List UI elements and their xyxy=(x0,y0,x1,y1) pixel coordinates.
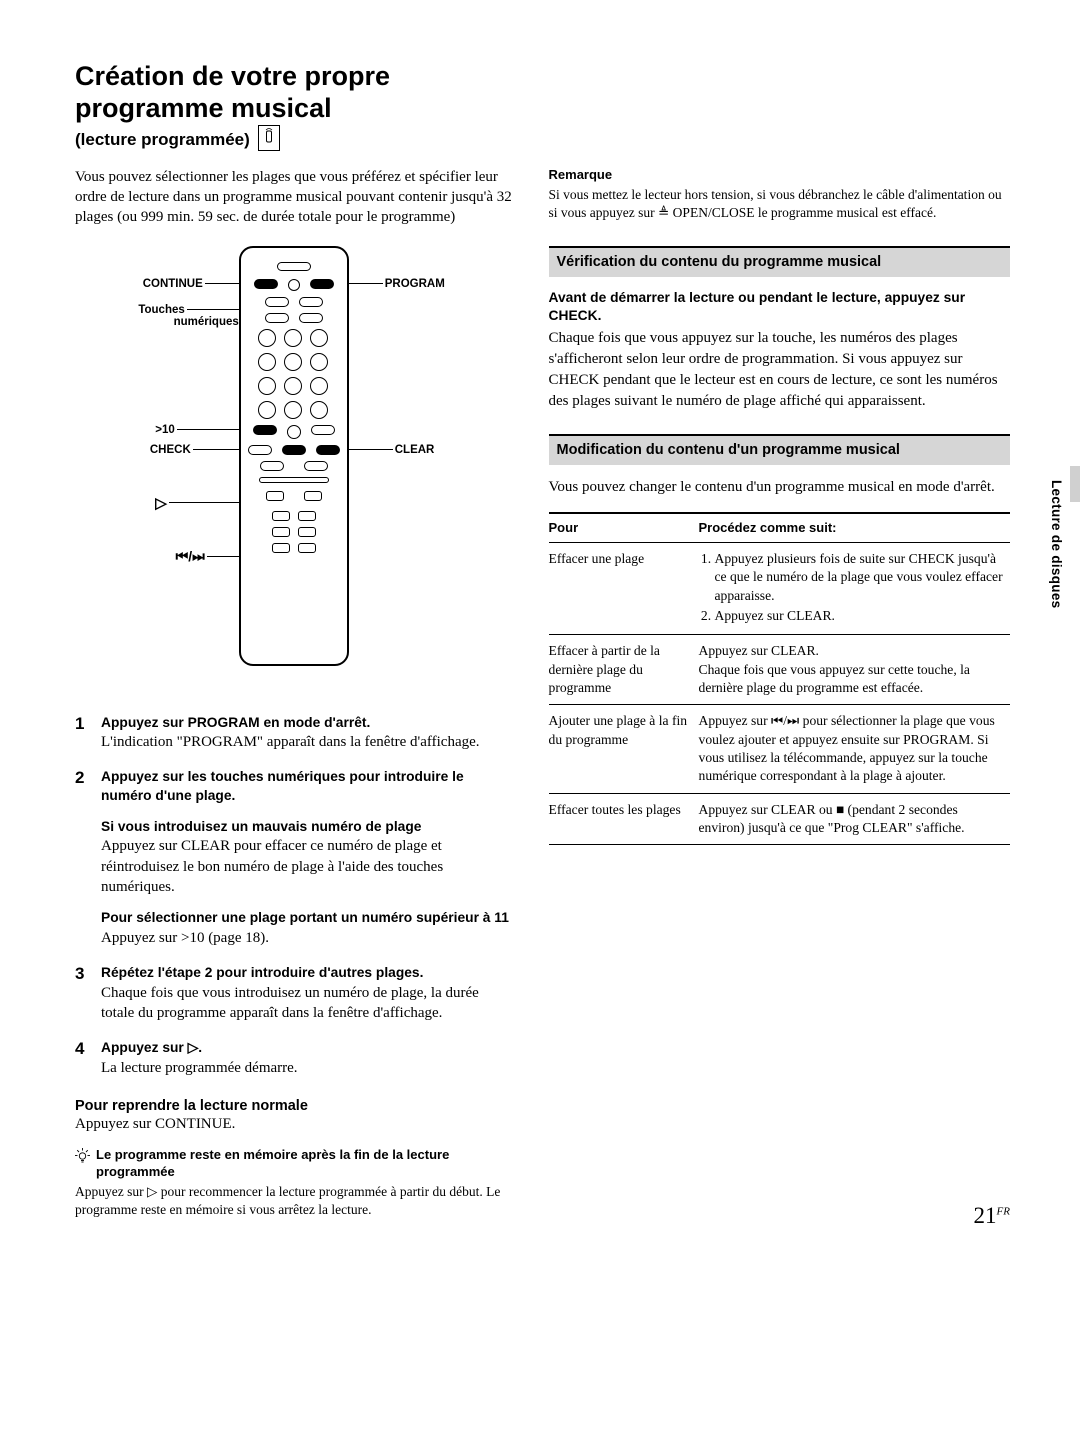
cell-r2c1: Effacer à partir de la dernière plage du… xyxy=(549,635,699,705)
table-row: Effacer à partir de la dernière plage du… xyxy=(549,635,1010,705)
step-4-body: La lecture programmée démarre. xyxy=(101,1058,513,1078)
intro-paragraph: Vous pouvez sélectionner les plages que … xyxy=(75,167,513,228)
page-number: 21FR xyxy=(974,1203,1010,1229)
label-program: PROGRAM xyxy=(349,278,445,290)
tip-body: Appuyez sur ▷ pour recommencer la lectur… xyxy=(75,1183,513,1219)
tip-heading: Le programme reste en mémoire après la f… xyxy=(96,1147,513,1181)
label-clear: CLEAR xyxy=(349,444,435,456)
two-column-layout: Vous pouvez sélectionner les plages que … xyxy=(75,167,1010,1219)
step-2-sub1-body: Appuyez sur CLEAR pour effacer ce numéro… xyxy=(101,836,513,897)
page-number-suffix: FR xyxy=(997,1205,1010,1217)
cell-r2c2: Appuyez sur CLEAR. Chaque fois que vous … xyxy=(699,635,1010,705)
label-play: ▷ xyxy=(155,494,239,512)
tip-icon xyxy=(75,1148,90,1181)
table-row: Ajouter une plage à la fin du programme … xyxy=(549,705,1010,793)
label-prevnext: ⏮/⏭ xyxy=(176,548,239,565)
resume-body: Appuyez sur CONTINUE. xyxy=(75,1116,513,1133)
section-verification-body: Chaque fois que vous appuyez sur la touc… xyxy=(549,328,1010,412)
step-2: Appuyez sur les touches numériques pour … xyxy=(75,768,513,948)
subtitle: (lecture programmée) xyxy=(75,130,250,150)
step-2-head: Appuyez sur les touches numériques pour … xyxy=(101,768,513,805)
step-3: Répétez l'étape 2 pour introduire d'autr… xyxy=(75,964,513,1023)
left-column: Vous pouvez sélectionner les plages que … xyxy=(75,167,513,1219)
section-verification-title: Vérification du contenu du programme mus… xyxy=(549,246,1010,277)
step-4-head: Appuyez sur ▷. xyxy=(101,1039,513,1058)
remote-diagram: CONTINUE Touches numériques >10 CHECK ▷ … xyxy=(75,246,513,686)
table-col-procedez: Procédez comme suit: xyxy=(699,513,1010,542)
step-2-sub2-head: Pour sélectionner une plage portant un n… xyxy=(101,909,513,928)
step-2-sub1-head: Si vous introduisez un mauvais numéro de… xyxy=(101,818,513,837)
note-body: Si vous mettez le lecteur hors tension, … xyxy=(549,186,1010,222)
r1-substep-2: Appuyez sur CLEAR. xyxy=(715,607,1004,625)
steps-list: Appuyez sur PROGRAM en mode d'arrêt. L'i… xyxy=(75,714,513,1078)
label-continue: CONTINUE xyxy=(143,278,239,290)
step-1: Appuyez sur PROGRAM en mode d'arrêt. L'i… xyxy=(75,714,513,753)
resume-heading: Pour reprendre la lecture normale xyxy=(75,1098,513,1114)
section-modification-body: Vous pouvez changer le contenu d'un prog… xyxy=(549,477,1010,498)
section-modification-title: Modification du contenu d'un programme m… xyxy=(549,434,1010,465)
tip-block: Le programme reste en mémoire après la f… xyxy=(75,1147,513,1181)
cell-r3c1: Ajouter une plage à la fin du programme xyxy=(549,705,699,793)
side-tab-bar xyxy=(1070,466,1080,502)
title-line-1: Création de votre propre xyxy=(75,61,390,91)
remote-body xyxy=(239,246,349,666)
right-column: Remarque Si vous mettez le lecteur hors … xyxy=(549,167,1010,1219)
step-1-body: L'indication "PROGRAM" apparaît dans la … xyxy=(101,732,513,752)
table-row: Effacer toutes les plages Appuyez sur CL… xyxy=(549,793,1010,845)
modification-table: Pour Procédez comme suit: Effacer une pl… xyxy=(549,512,1010,845)
table-col-pour: Pour xyxy=(549,513,699,542)
page-number-value: 21 xyxy=(974,1203,997,1228)
section-verification-lead: Avant de démarrer la lecture ou pendant … xyxy=(549,289,1010,325)
cell-r1c2: Appuyez plusieurs fois de suite sur CHEC… xyxy=(699,542,1010,634)
step-2-sub2-body: Appuyez sur >10 (page 18). xyxy=(101,928,513,948)
step-3-head: Répétez l'étape 2 pour introduire d'autr… xyxy=(101,964,513,983)
step-4: Appuyez sur ▷. La lecture programmée dém… xyxy=(75,1039,513,1078)
cell-r4c1: Effacer toutes les plages xyxy=(549,793,699,845)
label-touches-numeriques: Touches numériques xyxy=(138,304,238,328)
subtitle-row: (lecture programmée) xyxy=(75,127,1010,153)
cell-r3c2: Appuyez sur ⏮/⏭ pour sélectionner la pla… xyxy=(699,705,1010,793)
r1-substep-1: Appuyez plusieurs fois de suite sur CHEC… xyxy=(715,550,1004,605)
note-heading: Remarque xyxy=(549,167,1010,182)
table-row: Effacer une plage Appuyez plusieurs fois… xyxy=(549,542,1010,634)
label-gt10: >10 xyxy=(155,424,239,436)
label-check: CHECK xyxy=(150,444,239,456)
step-3-body: Chaque fois que vous introduisez un numé… xyxy=(101,983,513,1024)
remote-icon xyxy=(258,125,280,151)
side-tab: Lecture de disques xyxy=(1049,480,1064,608)
cell-r4c2: Appuyez sur CLEAR ou ■ (pendant 2 second… xyxy=(699,793,1010,845)
cell-r1c1: Effacer une plage xyxy=(549,542,699,634)
title-line-2: programme musical xyxy=(75,93,332,123)
page-title: Création de votre propre programme music… xyxy=(75,60,1010,125)
step-1-head: Appuyez sur PROGRAM en mode d'arrêt. xyxy=(101,714,513,733)
